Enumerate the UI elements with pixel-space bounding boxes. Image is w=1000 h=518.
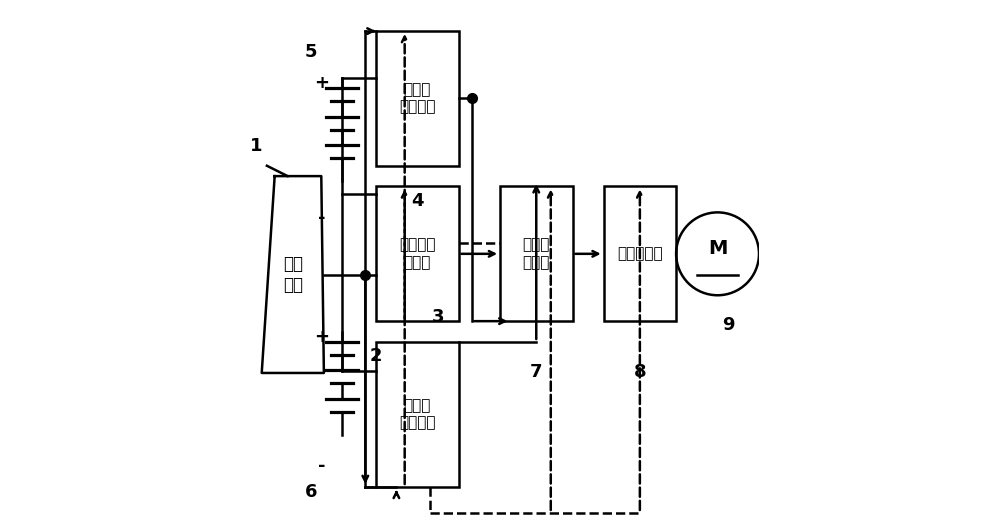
Text: 6: 6 [305, 483, 317, 501]
Text: 3: 3 [432, 308, 444, 326]
Text: 5: 5 [305, 43, 317, 61]
Text: 9: 9 [722, 316, 734, 334]
FancyBboxPatch shape [604, 186, 676, 321]
FancyBboxPatch shape [500, 186, 573, 321]
Text: 8: 8 [634, 363, 646, 381]
FancyBboxPatch shape [376, 31, 459, 166]
Text: 跟踪支架
控制器: 跟踪支架 控制器 [399, 238, 435, 270]
Text: 2: 2 [369, 347, 382, 365]
Text: -: - [318, 209, 325, 226]
Text: 电容器
管理电路: 电容器 管理电路 [399, 398, 435, 430]
Text: +: + [314, 328, 329, 346]
Text: M: M [708, 239, 727, 258]
Text: 双电源
切换器: 双电源 切换器 [523, 238, 550, 270]
FancyBboxPatch shape [376, 342, 459, 487]
Text: 7: 7 [530, 363, 543, 381]
FancyBboxPatch shape [376, 186, 459, 321]
Text: 1: 1 [250, 137, 263, 155]
Text: 蓄电池
管理电路: 蓄电池 管理电路 [399, 82, 435, 114]
Text: 4: 4 [411, 192, 423, 210]
Text: -: - [318, 457, 325, 475]
Text: 电机驱动器: 电机驱动器 [617, 247, 663, 261]
Text: +: + [314, 74, 329, 92]
Text: 光伏
电池: 光伏 电池 [283, 255, 303, 294]
